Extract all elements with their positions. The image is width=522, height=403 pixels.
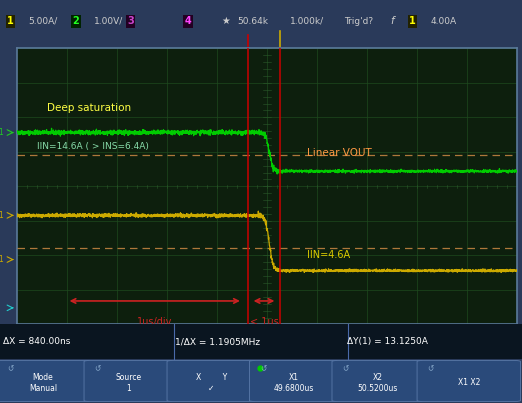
Text: 1: 1 — [409, 16, 416, 26]
Bar — [0, 324, 522, 359]
Text: 1us/div: 1us/div — [137, 317, 172, 327]
Text: 1: 1 — [0, 211, 3, 220]
Text: ↺: ↺ — [94, 364, 101, 373]
Text: IIN=4.6A: IIN=4.6A — [307, 250, 350, 260]
Text: 1: 1 — [0, 255, 3, 264]
Text: 4: 4 — [185, 16, 191, 26]
Text: X1
49.6800us: X1 49.6800us — [274, 372, 314, 393]
Text: X1 X2: X1 X2 — [458, 378, 480, 387]
Text: ΔY(1) = 13.1250A: ΔY(1) = 13.1250A — [347, 337, 428, 346]
FancyBboxPatch shape — [332, 361, 422, 401]
Text: Mode
Manual: Mode Manual — [29, 372, 57, 393]
Text: ΔX = 840.00ns: ΔX = 840.00ns — [3, 337, 70, 346]
Text: 3: 3 — [127, 16, 134, 26]
FancyBboxPatch shape — [417, 361, 520, 401]
FancyBboxPatch shape — [0, 361, 89, 401]
Text: 1/ΔX = 1.1905MHz: 1/ΔX = 1.1905MHz — [175, 337, 260, 346]
Text: < 1us: < 1us — [250, 317, 278, 327]
Text: ↺: ↺ — [428, 364, 434, 373]
Text: ↺: ↺ — [7, 364, 13, 373]
Text: f: f — [390, 16, 394, 26]
Text: 50.64k: 50.64k — [238, 17, 268, 26]
Text: X         Y
✓: X Y ✓ — [196, 372, 227, 393]
Text: 2: 2 — [73, 16, 79, 26]
Text: Trig'd?: Trig'd? — [345, 17, 374, 26]
Text: Deep saturation: Deep saturation — [46, 103, 131, 113]
FancyBboxPatch shape — [250, 361, 337, 401]
Text: 1: 1 — [0, 128, 3, 137]
Text: 1.000k/: 1.000k/ — [290, 17, 324, 26]
Text: 1.00V/: 1.00V/ — [94, 17, 123, 26]
Text: IIN=14.6A ( > INS=6.4A): IIN=14.6A ( > INS=6.4A) — [37, 142, 149, 152]
Text: Source
1: Source 1 — [115, 372, 141, 393]
Text: 4.00A: 4.00A — [431, 17, 457, 26]
Text: 5.00A/: 5.00A/ — [29, 17, 58, 26]
FancyBboxPatch shape — [84, 361, 172, 401]
Text: 1: 1 — [7, 16, 14, 26]
Text: Linear VOUT: Linear VOUT — [307, 148, 372, 158]
Text: ↺: ↺ — [342, 364, 349, 373]
FancyBboxPatch shape — [167, 361, 255, 401]
Text: X2
50.5200us: X2 50.5200us — [357, 372, 398, 393]
Text: ★: ★ — [222, 16, 231, 26]
Text: ↺: ↺ — [260, 364, 266, 373]
